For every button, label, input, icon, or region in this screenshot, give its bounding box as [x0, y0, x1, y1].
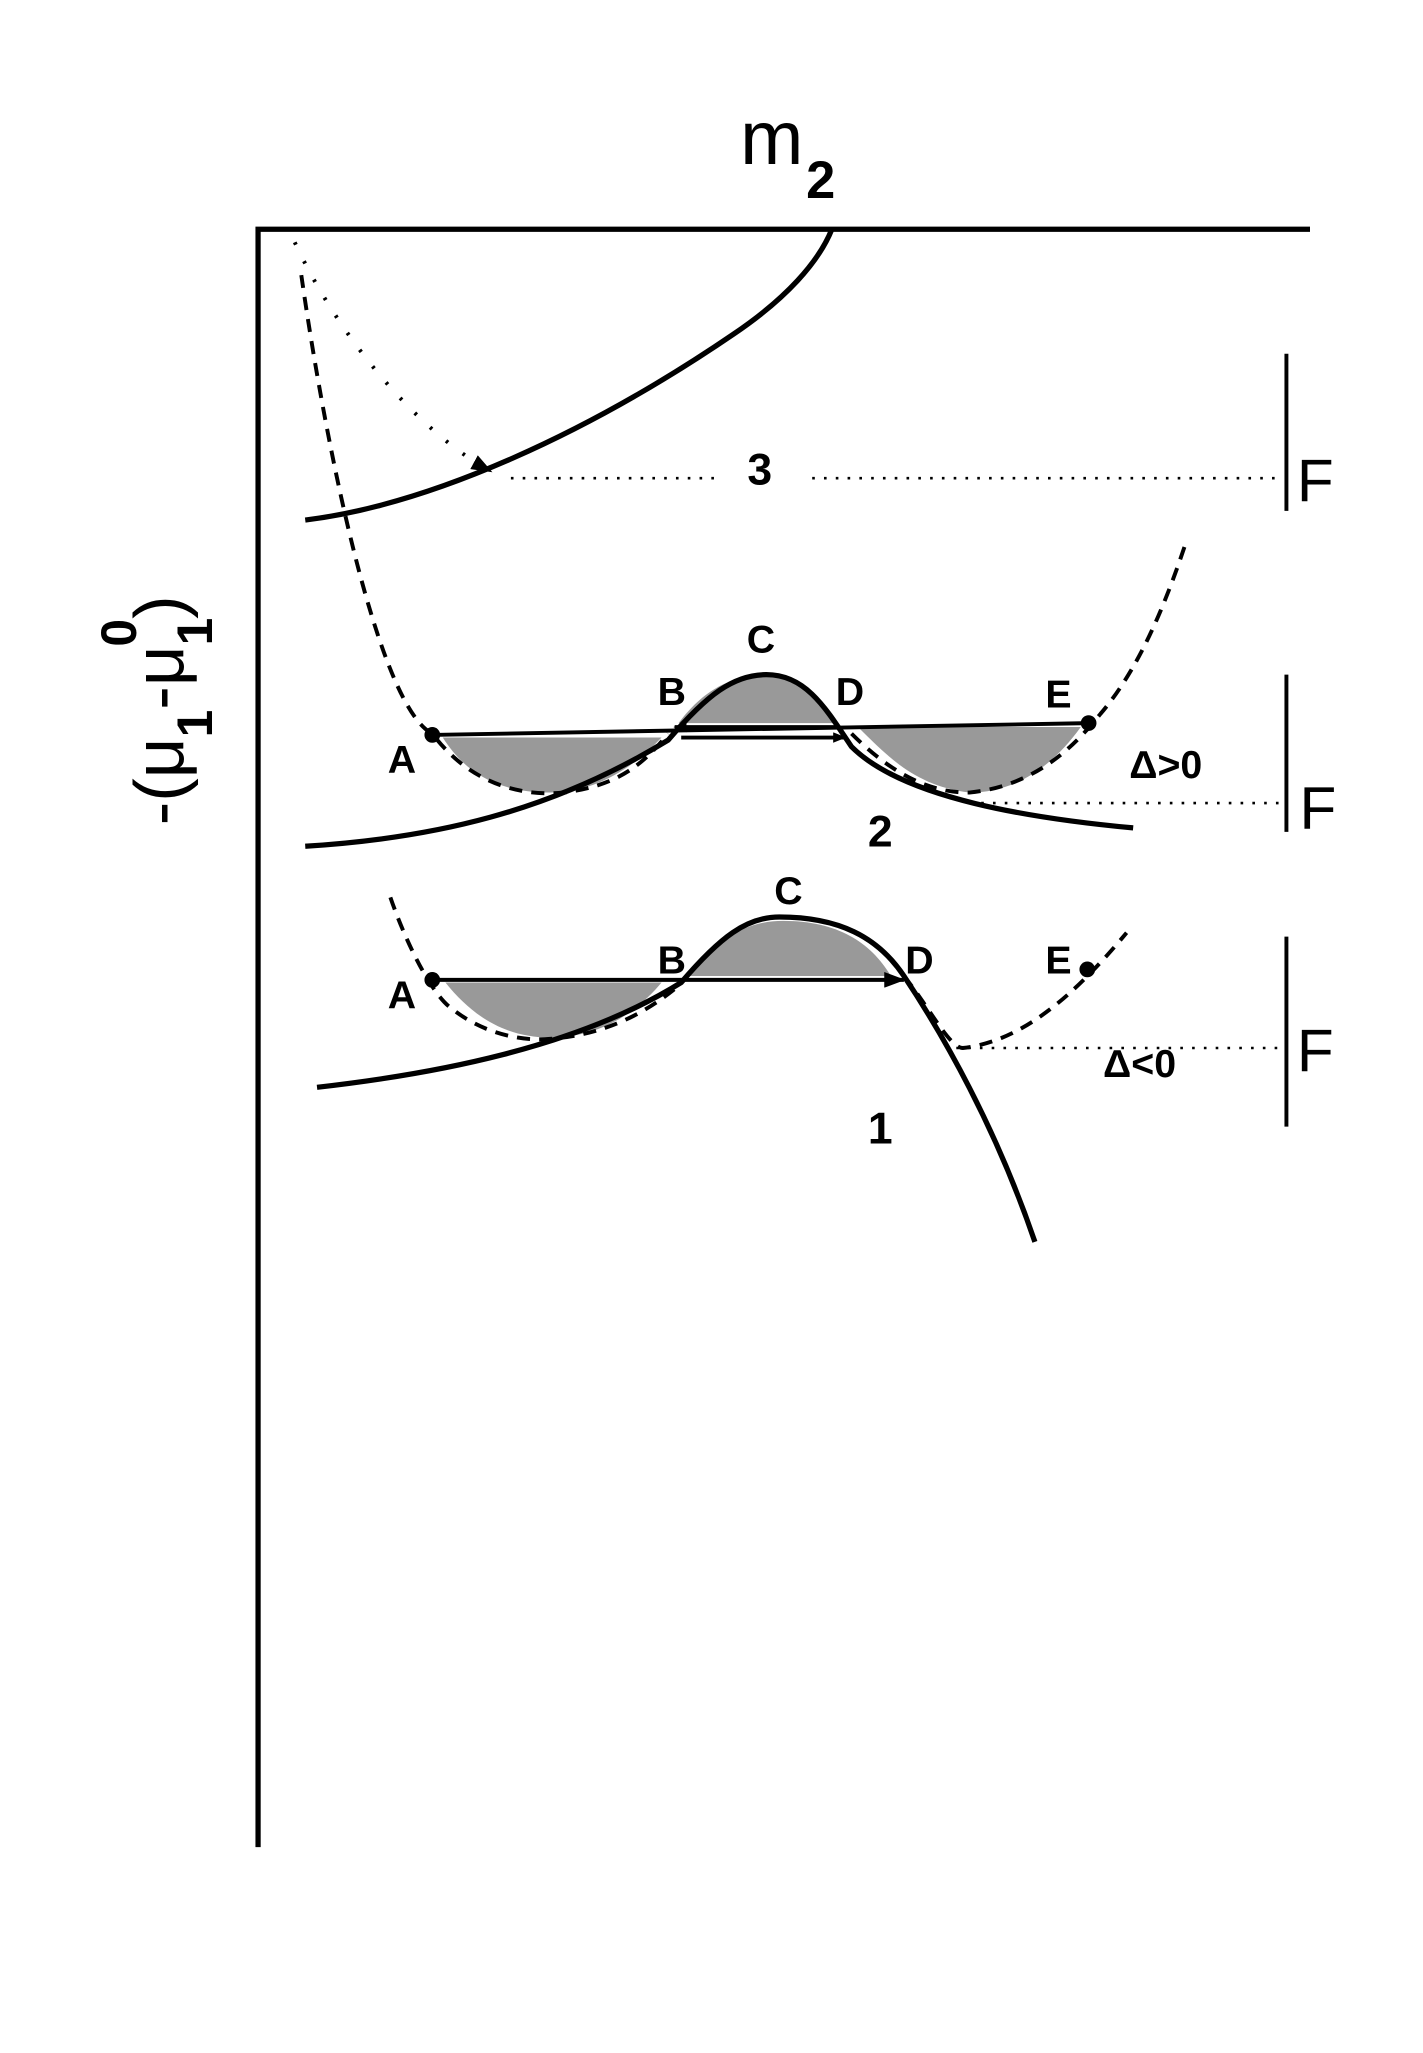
- curve-label: 1: [868, 1105, 893, 1154]
- point-dot: [424, 727, 441, 743]
- y-label-part: 1: [167, 618, 223, 646]
- point-label: E: [1045, 672, 1071, 716]
- point-label: D: [836, 670, 864, 714]
- level-mark: F: [1297, 447, 1334, 515]
- y-label-part: ): [119, 595, 198, 619]
- x-label-sub: 2: [806, 152, 835, 210]
- y-label-part: -μ: [119, 645, 198, 709]
- point-label: B: [658, 670, 686, 714]
- dotted-curve: [292, 241, 493, 474]
- shaded-area: [687, 920, 891, 976]
- point-dot: [1080, 715, 1097, 731]
- point-label: A: [388, 974, 416, 1018]
- level-mark: F: [1300, 774, 1337, 842]
- axes: [255, 226, 1310, 1848]
- point-label: D: [905, 938, 933, 982]
- shaded-area: [445, 982, 662, 1038]
- y-label-part: -(μ: [119, 737, 198, 825]
- point-label: C: [774, 869, 802, 913]
- curve: [304, 228, 835, 523]
- curve-2: A B C D E Δ>0 2 F: [299, 274, 1337, 856]
- x-label: m2: [740, 96, 835, 210]
- y-label-part: 1: [167, 710, 223, 738]
- level-mark: F: [1297, 1017, 1334, 1085]
- y-label-part: 0: [91, 619, 147, 647]
- point-label: C: [747, 617, 775, 661]
- curve-label: 2: [868, 807, 893, 856]
- x-label-text: m: [740, 96, 803, 181]
- curve: [305, 672, 1134, 849]
- shaded-area: [858, 727, 1081, 793]
- shaded-area: [442, 737, 662, 793]
- curve-label: 3: [747, 446, 772, 495]
- y-label: -(μ1-μ10): [91, 595, 223, 825]
- point-label: A: [388, 738, 416, 782]
- curve-1: A B C D E Δ<0 1 F: [316, 869, 1334, 1243]
- curve-3: 3 F: [292, 228, 1334, 523]
- point-label: E: [1045, 938, 1071, 982]
- point-dot: [1079, 961, 1096, 978]
- shaded-area: [678, 674, 839, 724]
- dashed-curve: [299, 274, 1188, 796]
- figure: m2 -(μ1-μ10) 3 F A B C D E Δ>0 2 F: [91, 96, 1337, 1848]
- point-dot: [424, 972, 441, 988]
- delta-label: Δ>0: [1129, 743, 1202, 787]
- point-label: B: [658, 938, 686, 982]
- curve: [316, 914, 1038, 1243]
- delta-label: Δ<0: [1103, 1042, 1176, 1086]
